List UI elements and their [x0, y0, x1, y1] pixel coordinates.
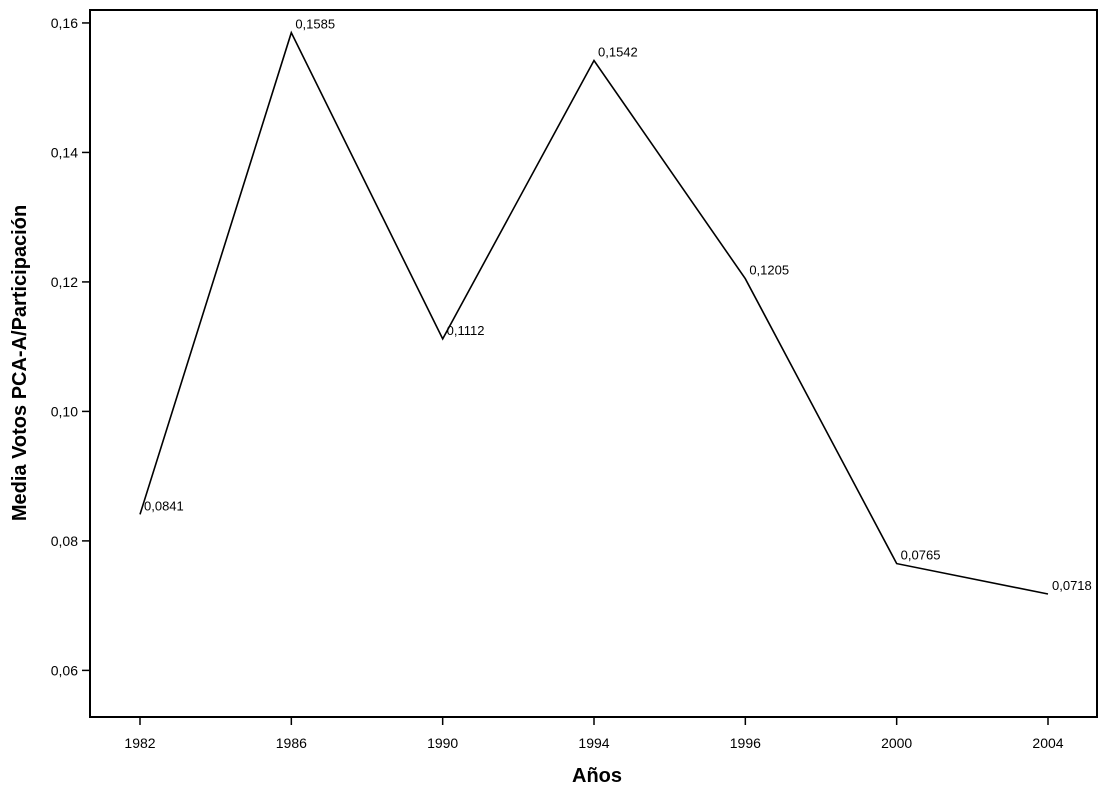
plot-frame: [89, 9, 1098, 718]
x-axis-title: Años: [572, 765, 622, 787]
data-label: 0,1585: [295, 17, 335, 32]
y-axis: 0,06 0,08 0,10 0,12 0,14 0,16: [51, 15, 90, 678]
data-label: 0,0765: [901, 548, 941, 563]
x-tick-label: 2004: [1032, 735, 1063, 751]
data-label: 0,0841: [144, 498, 184, 513]
data-label: 0,0718: [1052, 578, 1092, 593]
y-axis-title: Media Votos PCA-A/Participación: [9, 205, 31, 521]
x-tick-label: 1982: [124, 735, 155, 751]
data-label: 0,1205: [749, 263, 789, 278]
x-axis: 1982 1986 1990 1994 1996 2000 2004: [124, 717, 1064, 751]
data-labels: 0,0841 0,1585 0,1112 0,1542 0,1205 0,0765 0,07…: [144, 17, 1092, 593]
x-tick-label: 1994: [578, 735, 609, 751]
y-tick-label: 0,14: [51, 144, 78, 160]
y-tick-label: 0,10: [51, 403, 78, 419]
data-label: 0,1112: [447, 323, 485, 338]
x-tick-label: 2000: [881, 735, 912, 751]
y-tick-label: 0,08: [51, 533, 78, 549]
x-tick-label: 1990: [427, 735, 458, 751]
y-tick-label: 0,12: [51, 274, 78, 290]
y-tick-label: 0,16: [51, 15, 78, 31]
data-label: 0,1542: [598, 45, 638, 60]
x-tick-label: 1986: [276, 735, 307, 751]
x-tick-label: 1996: [730, 735, 761, 751]
series-line: [139, 30, 1049, 595]
y-tick-label: 0,06: [51, 662, 78, 678]
